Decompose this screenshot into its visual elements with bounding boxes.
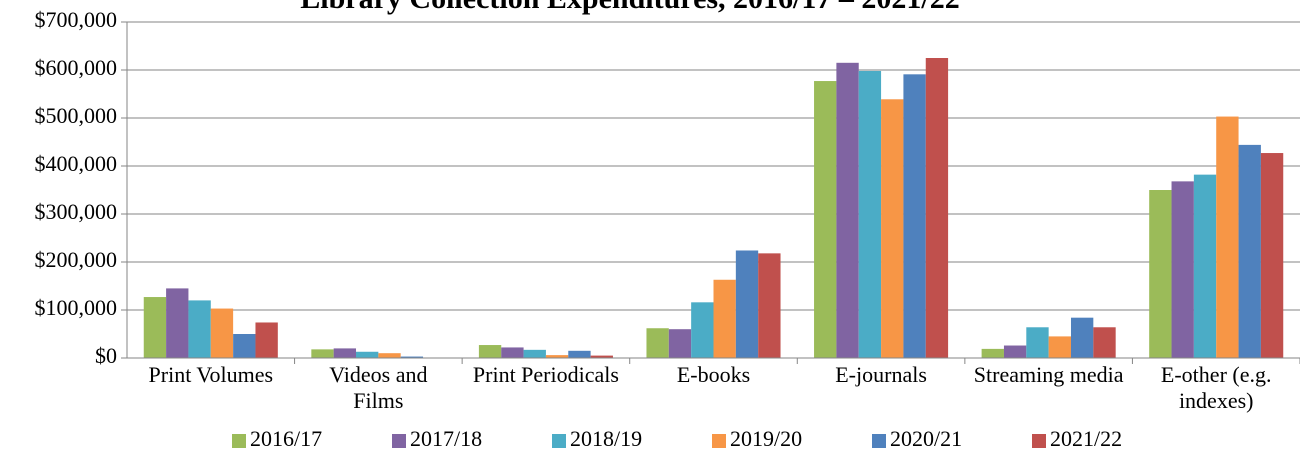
bar <box>1149 190 1172 358</box>
legend-swatch <box>392 434 406 448</box>
x-tick-label: Print Periodicals <box>472 362 619 387</box>
bar <box>1048 336 1071 358</box>
bar <box>188 300 211 358</box>
bar <box>590 355 613 358</box>
y-tick-label: $200,000 <box>35 247 118 272</box>
bar <box>400 356 424 358</box>
bar <box>1093 327 1116 358</box>
y-tick-label: $0 <box>95 343 117 368</box>
bar <box>255 322 278 358</box>
bar <box>1238 144 1261 358</box>
legend-swatch <box>872 434 886 448</box>
y-tick-label: $700,000 <box>35 7 118 32</box>
bar <box>545 355 569 358</box>
bar <box>1216 116 1239 358</box>
legend-label: 2017/18 <box>410 426 482 451</box>
bar <box>356 351 379 358</box>
bar <box>903 74 926 358</box>
legend-label: 2018/19 <box>570 426 642 451</box>
bar <box>691 302 714 358</box>
bar <box>925 58 949 358</box>
bar <box>1193 174 1217 358</box>
legend-label: 2020/21 <box>890 426 962 451</box>
bar <box>233 334 256 358</box>
bar <box>713 279 736 358</box>
bar <box>333 348 357 358</box>
x-tick-label: Print Volumes <box>148 362 274 387</box>
y-tick-label: $600,000 <box>35 55 118 80</box>
legend-swatch <box>552 434 566 448</box>
y-tick-label: $100,000 <box>35 295 118 320</box>
bar <box>1026 327 1049 358</box>
bar <box>143 297 167 358</box>
bar <box>881 99 904 358</box>
bar <box>836 62 859 359</box>
legend-label: 2021/22 <box>1050 426 1122 451</box>
bar <box>1171 181 1194 358</box>
bar <box>814 81 837 358</box>
legend-swatch <box>712 434 726 448</box>
bar <box>1070 317 1094 358</box>
legend-label: 2016/17 <box>250 426 322 451</box>
bar <box>378 353 401 358</box>
bar <box>858 70 882 359</box>
legend-label: 2019/20 <box>730 426 802 451</box>
x-tick-label: E-other (e.g. indexes) <box>1160 362 1272 413</box>
y-tick-label: $300,000 <box>35 199 118 224</box>
x-tick-label: E-books <box>676 362 751 387</box>
bar <box>311 349 334 358</box>
bar <box>166 288 189 358</box>
bar <box>478 345 502 358</box>
bar <box>735 250 759 358</box>
bar <box>501 347 524 358</box>
legend-swatch <box>1032 434 1046 448</box>
chart-title: Library Collection Expenditures, 2016/17… <box>300 0 959 15</box>
bar <box>758 253 781 358</box>
bar <box>668 329 692 358</box>
y-tick-label: $500,000 <box>35 103 118 128</box>
x-tick-label: Videos and Films <box>329 362 428 413</box>
bar <box>1003 345 1027 358</box>
legend-swatch <box>232 434 246 448</box>
x-tick-label: Streaming media <box>973 362 1124 387</box>
bar <box>646 328 669 358</box>
x-tick-label: E-journals <box>835 362 927 387</box>
bar <box>981 348 1004 358</box>
bar <box>523 349 546 358</box>
bar <box>568 350 591 358</box>
bar <box>1260 153 1284 358</box>
bar <box>210 308 234 358</box>
y-tick-label: $400,000 <box>35 151 118 176</box>
